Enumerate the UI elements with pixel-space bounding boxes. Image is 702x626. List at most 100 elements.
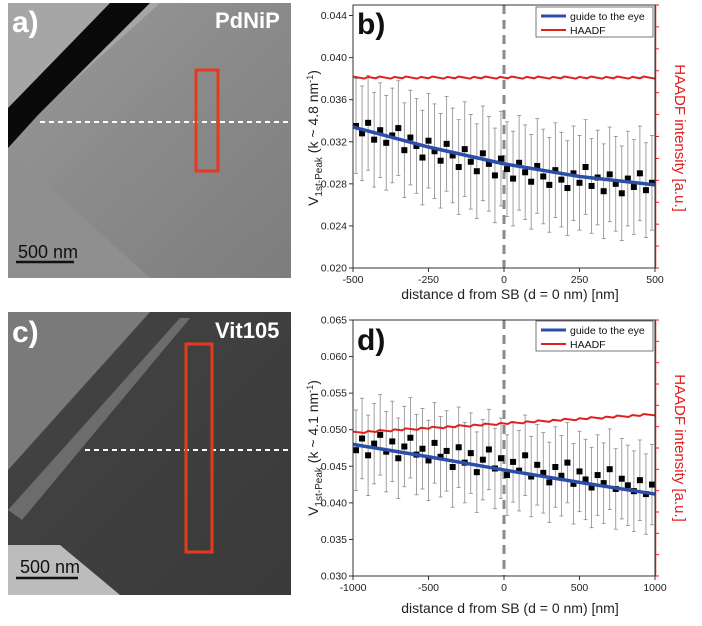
panel-d-data-point [383, 448, 390, 455]
panel-d-data-point [504, 472, 511, 479]
panel-d-data-point [431, 439, 438, 446]
panel-b-data-point [648, 179, 655, 186]
panel-b-data-point [371, 136, 378, 143]
panel-b-y-tick-label: 0.032 [321, 136, 347, 148]
panel-b-legend-haadf-label: HAADF [570, 25, 606, 37]
panel-d-data-point [594, 472, 601, 479]
panel-d-data-point [359, 435, 366, 442]
panel-d-data-point [377, 431, 384, 438]
panel-d-data-point [564, 459, 571, 466]
panel-b-data-point [636, 170, 643, 177]
panel-b-chart: -500 -250 0 250 500 0.020 0.024 0.028 0.032 0.036… [305, 4, 688, 302]
panel-b-data-point [522, 169, 529, 176]
panel-b-data-point [389, 132, 396, 139]
panel-b-fit-line [352, 125, 656, 187]
panel-b-y2-axis-title: HAADF intensity [a.u.] [671, 64, 688, 212]
panel-d-y-tick-label: 0.060 [321, 351, 347, 363]
panel-d-legend: guide to the eye HAADF [535, 320, 654, 352]
panel-b-data-point [395, 125, 402, 132]
panel-b-plot-frame [352, 4, 656, 269]
panel-a-micrograph: a) PdNiP 500 nm [8, 3, 291, 278]
panel-c-shear-band [8, 318, 190, 520]
panel-b-y-tick-label: 0.028 [321, 178, 347, 190]
panel-b-data-point [473, 168, 480, 175]
panel-b-x-tick-label: 500 [646, 274, 664, 286]
panel-b-data-point [570, 170, 577, 177]
panel-d-x-tick-label: 500 [571, 582, 589, 594]
panel-c-upper-left-region [8, 312, 150, 470]
panel-d-y2-axis-title: HAADF intensity [a.u.] [671, 374, 688, 522]
panel-b-data-point [407, 134, 414, 141]
panel-d-y-tick-label: 0.035 [321, 534, 347, 546]
panel-d-data-point [540, 469, 547, 476]
panel-b-x-tick-label: -250 [418, 274, 439, 286]
panel-b-label: b) [357, 8, 385, 41]
panel-b-data-point [461, 146, 468, 153]
panel-d-data-point [389, 438, 396, 445]
panel-b-haadf-line [352, 75, 656, 80]
panel-d-y-axis-title: V1st-Peak (k ~ 4.1 nm-1) [305, 380, 325, 516]
panel-d-data-point [485, 446, 492, 453]
panel-b-data-point [528, 178, 535, 185]
panel-b-data-point [618, 190, 625, 197]
panel-b-y-tick-label: 0.036 [321, 94, 347, 106]
panel-d-fit-line [352, 442, 656, 496]
panel-d-data-point [510, 458, 517, 465]
panel-b-data-point [419, 154, 426, 161]
panel-b-data-point [540, 173, 547, 180]
panel-b-data-point [353, 122, 360, 129]
panel-c-roi-box [184, 342, 214, 554]
panel-b-data-point [485, 160, 492, 167]
panel-d-data-point [636, 477, 643, 484]
panel-b-x-axis-title: distance d from SB (d = 0 nm) [nm] [401, 286, 618, 302]
panel-d-data-point [497, 455, 504, 462]
panel-d-data-point [624, 482, 631, 489]
panel-d-legend-fit-label: guide to the eye [570, 325, 645, 337]
panel-d-x-tick-label: 0 [501, 582, 507, 594]
panel-b-y-axis-sup: -1 [305, 75, 315, 83]
panel-b-data-point [449, 152, 456, 159]
panel-d-data-point [473, 469, 480, 476]
panel-d-x-tick-label: 1000 [643, 582, 667, 594]
panel-d-data-point [437, 453, 444, 460]
panel-b-data-point [588, 182, 595, 189]
panel-b-data-point [413, 142, 420, 149]
panel-d-x-tick-label: -500 [418, 582, 439, 594]
panel-d-data-point [395, 455, 402, 462]
panel-d-y-axis-sup: -1 [305, 385, 315, 393]
panel-d-data-point [648, 481, 655, 488]
panel-d-y-tick-label: 0.045 [321, 461, 347, 473]
panel-d-y-tick-label: 0.055 [321, 388, 347, 400]
panel-d-y-axis-tail: (k ~ 4.1 nm [305, 393, 321, 467]
panel-b-plot-elements: -500 -250 0 250 500 0.020 0.024 0.028 0.032 0.036… [321, 4, 664, 286]
panel-b-y-axis-close: ) [305, 70, 321, 75]
panel-d-data-point [534, 461, 541, 468]
panel-b-data-point [516, 159, 523, 166]
panel-b-data-point [431, 148, 438, 155]
panel-b-data-point [504, 166, 511, 173]
panel-d-x-tick-label: -1000 [340, 582, 367, 594]
panel-d-data-point [552, 464, 559, 471]
panel-d-data-point [582, 476, 589, 483]
panel-b-data-point [377, 127, 384, 134]
panel-c-label: c) [12, 316, 39, 349]
panel-d-data-point [576, 468, 583, 475]
panel-b-data-point [558, 176, 565, 183]
panel-d-y-tick-label: 0.065 [321, 315, 347, 327]
panel-d-y-axis-sub: 1st-Peak [314, 466, 325, 506]
panel-b-data-point [455, 164, 462, 171]
panel-b-data-point [600, 188, 607, 195]
panel-d-data-point [618, 475, 625, 482]
panel-b-y-axis-tail: (k ~ 4.8 nm [305, 83, 321, 157]
panel-b-y-tick-label: 0.040 [321, 52, 347, 64]
panel-a-scale-label: 500 nm [18, 242, 78, 262]
panel-d-legend-box [535, 320, 654, 352]
panel-d-data-point [401, 443, 408, 450]
panel-d-y-tick-label: 0.050 [321, 424, 347, 436]
panel-d-data-point [546, 479, 553, 486]
panel-d-data-point [419, 445, 426, 452]
panel-b-data-point [564, 185, 571, 192]
panel-b-data-point [359, 130, 366, 137]
panel-c-lower-left-region [8, 545, 120, 595]
